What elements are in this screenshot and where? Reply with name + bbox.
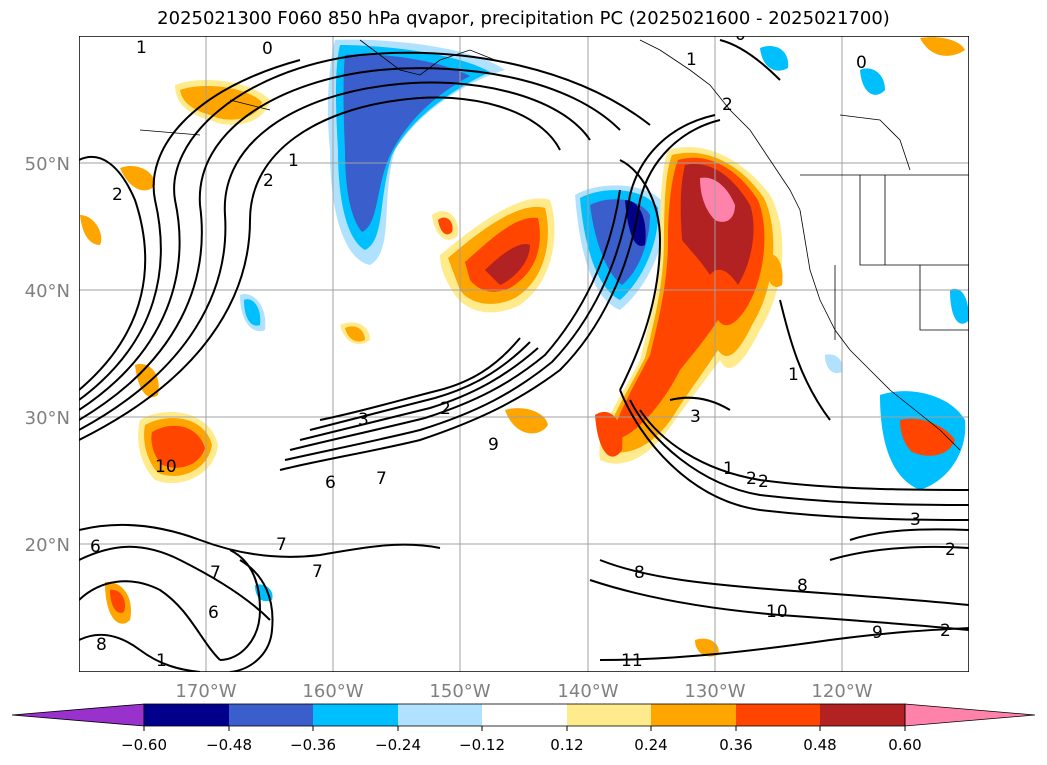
colorbar-swatch <box>567 704 651 726</box>
colorbar-tick-label: −0.48 <box>206 736 252 754</box>
contour-label: 10 <box>766 602 788 622</box>
contour-label: 1 <box>723 459 734 479</box>
contour-label: 2 <box>112 185 123 205</box>
colorbar-tick-label: −0.60 <box>121 736 167 754</box>
contour-label: 2 <box>440 399 451 419</box>
contour-label: 1 <box>686 50 697 70</box>
contour-label: 1 <box>288 151 299 171</box>
contour-label: 2 <box>945 540 956 560</box>
contour-label: 2 <box>940 621 951 641</box>
lon-label-140w: 140°W <box>557 681 618 702</box>
colorbar-under-arrow <box>11 703 145 727</box>
contour-label: 1 <box>156 651 167 671</box>
colorbar-tick-label: 0.24 <box>634 736 667 754</box>
colorbar: −0.60 −0.48 −0.36 −0.24 −0.12 0.12 0.24 … <box>11 703 1036 754</box>
contour-label: 8 <box>634 563 645 583</box>
colorbar-swatch <box>651 704 736 726</box>
contour-label: 3 <box>910 510 921 530</box>
contour-label: 2 <box>722 95 733 115</box>
lat-label-30n: 30°N <box>25 408 70 429</box>
lon-label-150w: 150°W <box>429 681 490 702</box>
contour-label: 7 <box>210 563 221 583</box>
contour-label: 3 <box>358 410 369 430</box>
contour-label-group: 1 0 1 1 2 2 2 0 0 1 2 2 3 2 9 10 6 7 1 2… <box>90 25 956 671</box>
contour-label: 8 <box>797 576 808 596</box>
contour-label: 6 <box>90 537 101 557</box>
colorbar-tick-label: −0.24 <box>375 736 421 754</box>
contour-label: 7 <box>312 562 323 582</box>
colorbar-swatch <box>229 704 313 726</box>
coastlines <box>139 39 969 451</box>
lon-label-120w: 120°W <box>811 681 872 702</box>
colorbar-tick-label: 0.36 <box>719 736 752 754</box>
colorbar-swatch <box>482 704 567 726</box>
colorbar-tick-label: −0.36 <box>290 736 336 754</box>
lon-label-130w: 130°W <box>684 681 745 702</box>
lat-label-20n: 20°N <box>25 535 70 556</box>
map-panel: 1 0 1 1 2 2 2 0 0 1 2 2 3 2 9 10 6 7 1 2… <box>79 25 969 672</box>
map-title: 2025021300 F060 850 hPa qvapor, precipit… <box>157 8 890 29</box>
contour-label: 11 <box>621 651 643 671</box>
contour-label: 6 <box>325 473 336 493</box>
colorbar-swatch <box>144 704 229 726</box>
contour-label: 2 <box>746 469 757 489</box>
lat-labels: 50°N 40°N 30°N 20°N <box>25 154 70 556</box>
contour-label: 7 <box>376 469 387 489</box>
shaded-field <box>80 37 969 657</box>
contour-label: 9 <box>872 623 883 643</box>
lat-label-50n: 50°N <box>25 154 70 175</box>
colorbar-swatch <box>398 704 482 726</box>
contour-label: 7 <box>276 535 287 555</box>
colorbar-tick-label: −0.12 <box>459 736 505 754</box>
contour-label: 9 <box>488 435 499 455</box>
contour-label: 10 <box>155 457 177 477</box>
lon-label-160w: 160°W <box>302 681 363 702</box>
colorbar-swatch <box>313 704 398 726</box>
contour-label: 0 <box>262 39 273 59</box>
contour-lines <box>79 39 969 672</box>
contour-label: 8 <box>96 635 107 655</box>
contour-label: 6 <box>208 603 219 623</box>
colorbar-swatch <box>820 704 905 726</box>
colorbar-tick-label: 0.12 <box>550 736 583 754</box>
lon-labels: 170°W 160°W 150°W 140°W 130°W 120°W <box>175 681 872 702</box>
contour-label: 3 <box>690 407 701 427</box>
colorbar-over-arrow <box>904 703 1036 727</box>
lat-label-40n: 40°N <box>25 281 70 302</box>
contour-label: 0 <box>735 25 746 45</box>
graticule <box>79 36 969 672</box>
contour-label: 1 <box>788 365 799 385</box>
contour-label: 2 <box>263 171 274 191</box>
colorbar-tick-label: 0.48 <box>803 736 836 754</box>
lon-label-170w: 170°W <box>175 681 236 702</box>
contour-label: 0 <box>856 53 867 73</box>
contour-label: 1 <box>136 38 147 58</box>
colorbar-swatch <box>736 704 820 726</box>
colorbar-tick-label: 0.60 <box>888 736 921 754</box>
contour-label: 2 <box>758 472 769 492</box>
